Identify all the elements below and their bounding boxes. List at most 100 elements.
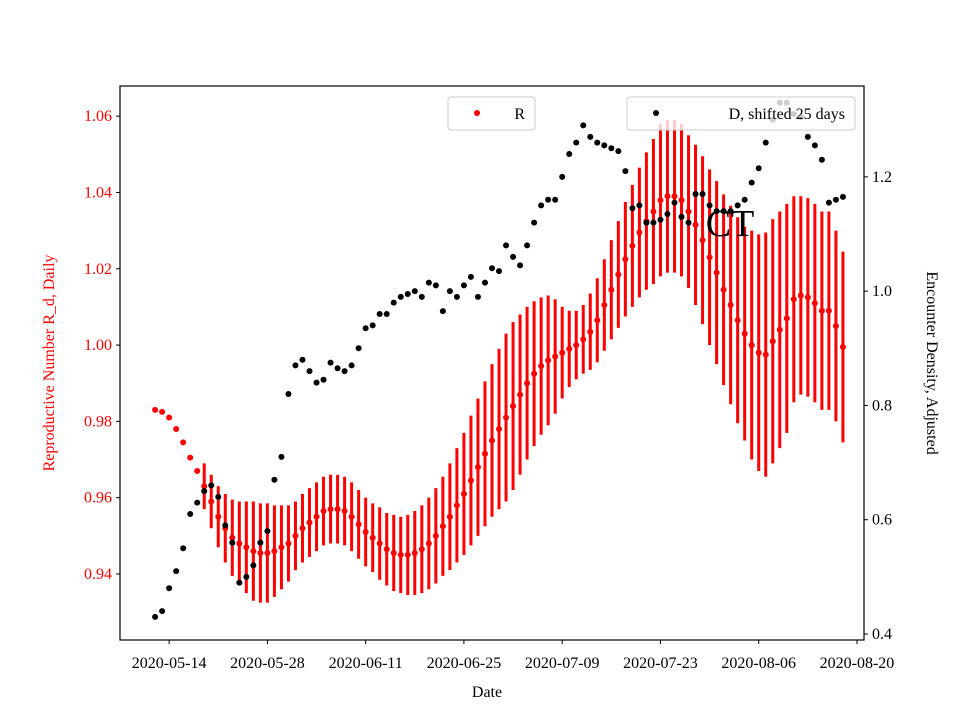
point bbox=[608, 286, 615, 293]
point bbox=[825, 307, 832, 314]
point bbox=[734, 317, 741, 324]
y-tick-label: 0.94 bbox=[84, 566, 112, 583]
point bbox=[383, 311, 390, 317]
plot-frame bbox=[119, 85, 865, 641]
point bbox=[622, 256, 629, 263]
point bbox=[425, 279, 432, 286]
x-tick-label: 2020-06-11 bbox=[329, 655, 403, 672]
point bbox=[201, 483, 208, 490]
point bbox=[762, 351, 769, 358]
point bbox=[622, 168, 629, 175]
point bbox=[229, 539, 236, 546]
point bbox=[474, 464, 481, 471]
annotation: CT bbox=[706, 203, 755, 245]
point bbox=[650, 219, 657, 226]
x-axis-label: Date bbox=[472, 684, 502, 701]
point bbox=[818, 307, 825, 314]
point bbox=[545, 196, 552, 203]
legend-box bbox=[447, 96, 536, 131]
point bbox=[481, 450, 488, 457]
point bbox=[510, 253, 517, 260]
point bbox=[474, 293, 481, 300]
point bbox=[720, 208, 727, 215]
point bbox=[264, 550, 271, 557]
point bbox=[713, 269, 720, 276]
legend-box bbox=[626, 96, 856, 131]
point bbox=[222, 522, 229, 529]
y-tick-label: 1.04 bbox=[84, 184, 112, 201]
point bbox=[264, 528, 271, 535]
point bbox=[397, 293, 404, 300]
point bbox=[615, 148, 622, 155]
point bbox=[271, 548, 278, 555]
y2-tick-label: 1.0 bbox=[872, 283, 892, 300]
point bbox=[741, 196, 748, 203]
legend-label: R bbox=[514, 106, 525, 123]
point bbox=[559, 349, 566, 356]
point bbox=[180, 545, 187, 552]
point bbox=[390, 299, 397, 306]
point bbox=[839, 343, 846, 350]
point bbox=[236, 579, 243, 586]
point bbox=[552, 353, 559, 360]
point bbox=[152, 613, 159, 620]
point bbox=[243, 573, 250, 580]
point bbox=[839, 193, 846, 200]
point bbox=[594, 139, 601, 146]
point bbox=[208, 482, 215, 489]
point bbox=[657, 216, 664, 223]
y-tick-label: 0.96 bbox=[84, 490, 112, 507]
y-axis-label: Reproductive Number R_d, Daily bbox=[41, 255, 58, 472]
point bbox=[643, 219, 650, 226]
point bbox=[383, 546, 390, 553]
point bbox=[313, 513, 320, 520]
point bbox=[517, 391, 524, 398]
point bbox=[776, 326, 783, 333]
point bbox=[685, 208, 692, 215]
point bbox=[692, 191, 699, 197]
point bbox=[755, 349, 762, 356]
point bbox=[180, 439, 187, 446]
point bbox=[278, 544, 285, 551]
point bbox=[538, 363, 545, 370]
point bbox=[790, 296, 797, 303]
point bbox=[467, 273, 474, 280]
point bbox=[411, 550, 418, 557]
point bbox=[460, 490, 467, 497]
point bbox=[664, 193, 671, 200]
point bbox=[390, 550, 397, 557]
point bbox=[629, 242, 636, 249]
point bbox=[432, 282, 439, 289]
point bbox=[215, 493, 222, 500]
point bbox=[720, 286, 727, 293]
point bbox=[285, 391, 292, 397]
point bbox=[460, 282, 467, 289]
point bbox=[678, 213, 685, 220]
point bbox=[439, 523, 446, 530]
point bbox=[166, 585, 173, 592]
point bbox=[425, 540, 432, 547]
point bbox=[411, 288, 418, 295]
point bbox=[699, 191, 706, 197]
point bbox=[748, 342, 755, 349]
point bbox=[825, 199, 832, 206]
point bbox=[503, 414, 510, 421]
point bbox=[608, 145, 615, 152]
point bbox=[671, 193, 678, 200]
point bbox=[173, 568, 180, 575]
point bbox=[601, 142, 608, 149]
point bbox=[587, 328, 594, 335]
point bbox=[566, 151, 573, 157]
y2-tick-label: 0.8 bbox=[872, 397, 892, 414]
point bbox=[159, 608, 166, 615]
point bbox=[348, 513, 355, 520]
point bbox=[362, 529, 369, 536]
point bbox=[755, 165, 762, 172]
point bbox=[418, 293, 425, 300]
point bbox=[517, 262, 524, 269]
point bbox=[510, 403, 517, 410]
point bbox=[769, 338, 776, 345]
point bbox=[629, 205, 636, 212]
point bbox=[615, 271, 622, 278]
